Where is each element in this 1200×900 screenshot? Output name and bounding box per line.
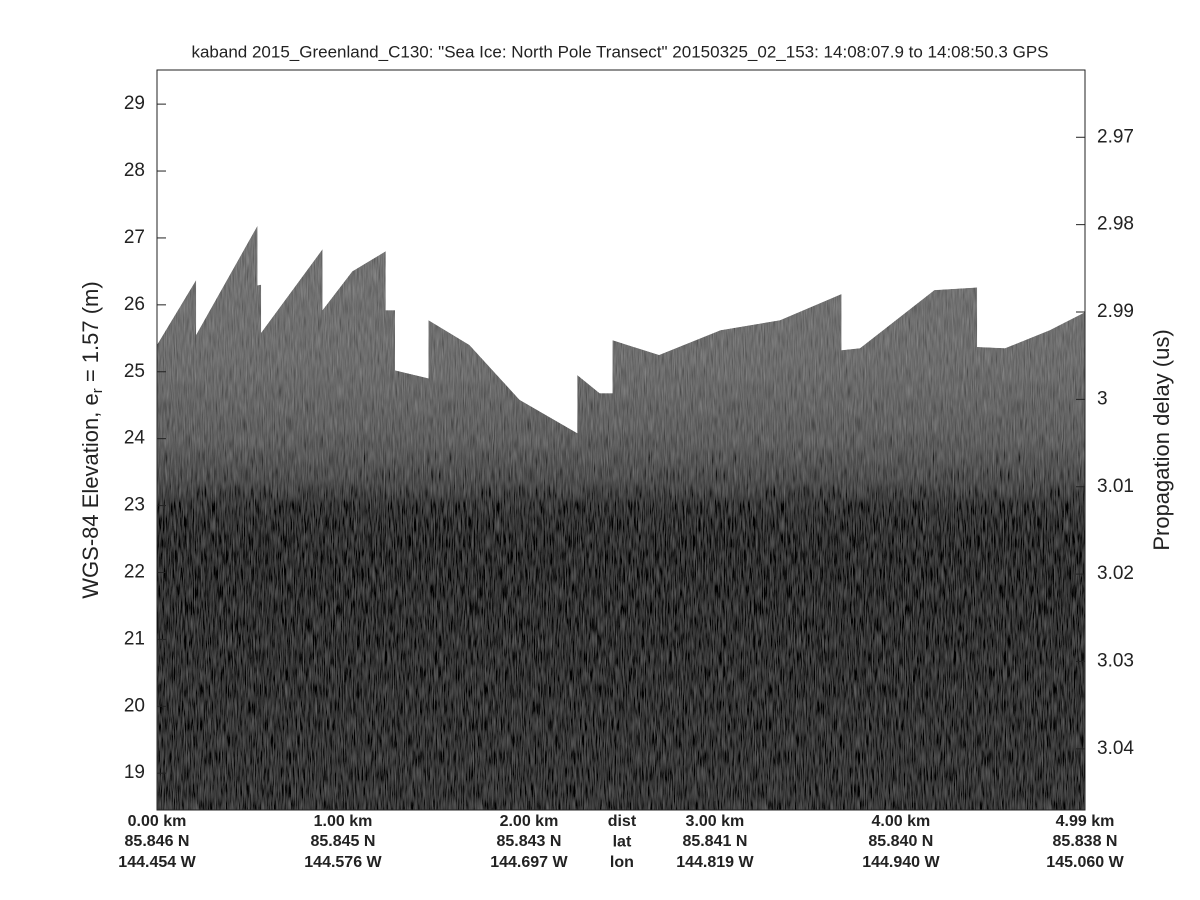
lon-label: 144.697 W	[490, 854, 568, 871]
lat-label: 85.846 N	[125, 833, 190, 850]
lat-label: 85.843 N	[496, 833, 561, 850]
x-tick-label: 4.99 km	[1056, 813, 1115, 830]
y-tick-label: 20	[124, 695, 145, 716]
y2-tick-label: 3.04	[1097, 738, 1134, 759]
lon-label: 144.940 W	[862, 854, 940, 871]
lat-label: 85.845 N	[311, 833, 376, 850]
y-tick-label: 24	[124, 428, 146, 449]
x-tick-label: 2.00 km	[500, 813, 559, 830]
y-label-subscript: r	[89, 388, 106, 393]
chart-title: kaband 2015_Greenland_C130: "Sea Ice: No…	[191, 42, 1048, 61]
y2-tick-label: 3.03	[1097, 650, 1134, 671]
y-tick-label: 26	[124, 294, 145, 315]
y2-tick-label: 3	[1097, 388, 1108, 409]
y-tick-label: 23	[124, 495, 145, 516]
lon-label: 144.454 W	[118, 854, 196, 871]
axes-box	[156, 69, 1086, 811]
y-tick-label: 25	[124, 361, 145, 382]
row-label: lat	[613, 834, 632, 851]
y-tick-label: 29	[124, 93, 145, 114]
y-tick-label: 22	[124, 561, 145, 582]
lat-label: 85.840 N	[868, 833, 933, 850]
y-tick-label: 28	[124, 160, 145, 181]
y-tick-label: 27	[124, 227, 145, 248]
y2-tick-label: 2.98	[1097, 214, 1134, 235]
lat-label: 85.841 N	[682, 833, 747, 850]
y2-tick-label: 2.97	[1097, 126, 1134, 147]
row-label: lon	[610, 854, 634, 871]
x-tick-label: 4.00 km	[872, 813, 931, 830]
lon-label: 145.060 W	[1046, 854, 1124, 871]
y2-axis-label: Propagation delay (us)	[1149, 329, 1174, 550]
y2-tick-label: 2.99	[1097, 301, 1134, 322]
lon-label: 144.819 W	[676, 854, 754, 871]
y2-tick-label: 3.02	[1097, 563, 1134, 584]
y-tick-label: 19	[124, 762, 145, 783]
lat-label: 85.838 N	[1053, 833, 1118, 850]
row-label: dist	[608, 813, 637, 830]
echogram	[157, 225, 1085, 810]
x-tick-label: 1.00 km	[314, 813, 373, 830]
y-label-text: WGS-84 Elevation, e	[78, 393, 103, 598]
lon-label: 144.576 W	[304, 854, 382, 871]
x-tick-label: 0.00 km	[128, 813, 187, 830]
y-axis-label: WGS-84 Elevation, er = 1.57 (m)	[78, 281, 106, 598]
x-tick-label: 3.00 km	[686, 813, 745, 830]
y-label-rest: = 1.57 (m)	[78, 281, 103, 388]
y-tick-label: 21	[124, 628, 145, 649]
y2-tick-label: 3.01	[1097, 476, 1134, 497]
